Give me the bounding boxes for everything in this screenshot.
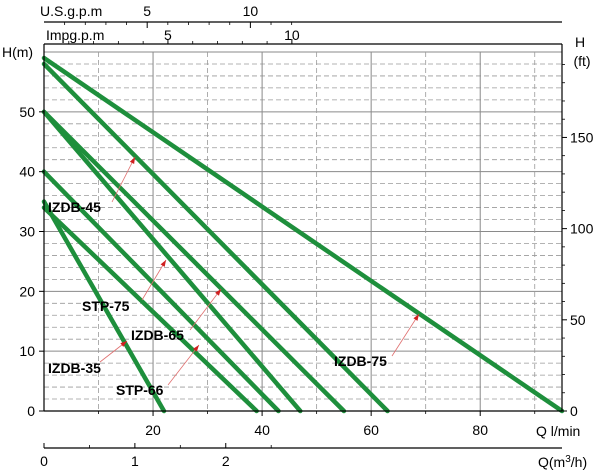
left-axis-title: H(m) (2, 44, 33, 60)
bottom-tick-label-lmin: 20 (145, 422, 161, 438)
left-tick-label: 0 (27, 403, 35, 419)
pump-curve-izdb-65 (41, 109, 303, 414)
right-tick-label: 0 (570, 403, 578, 419)
bottom-tick-label-lmin: 80 (472, 422, 488, 438)
curve-label-stp-75: STP-75 (82, 298, 130, 314)
curve-label-stp-66-arrowhead (193, 345, 199, 352)
usgpm-axis-title: U.S.g.p.m (40, 3, 102, 19)
bottom-axis-title-lmin: Q l/min (536, 423, 580, 439)
curve-label-izdb-65-arrowhead (215, 289, 221, 296)
curve-label-stp-66: STP-66 (116, 382, 164, 398)
right-tick-label: 150 (570, 129, 594, 145)
impgpm-axis-title: Impg.p.m (46, 27, 104, 43)
curve-label-stp-75-arrow-line (141, 259, 167, 301)
curve-label-stp-75-arrowhead (160, 260, 166, 267)
left-tick-label: 50 (19, 104, 35, 120)
left-tick-label: 30 (19, 224, 35, 240)
pump-curve-izdb-35 (41, 199, 167, 414)
pump-curve-series-3 (41, 109, 347, 414)
curves (41, 55, 565, 414)
pump-curve-izdb-45 (41, 169, 281, 414)
m3h-tick-label: 1 (131, 453, 139, 469)
curve-label-izdb-75-arrowhead (413, 314, 419, 321)
curve-label-izdb-65: IZDB-65 (131, 327, 184, 343)
right-axis-title: H (575, 34, 585, 50)
m3h-tick-label: 0 (40, 453, 48, 469)
curve-label-izdb-35-arrowhead (120, 341, 127, 347)
curve-label-izdb-65-arrow-line (189, 288, 222, 331)
curve-label-izdb-75-arrow-line (391, 313, 420, 357)
curve-label-izdb-45-arrowhead (129, 157, 135, 164)
usgpm-tick-label: 10 (243, 3, 259, 19)
right-tick-label: 100 (570, 221, 594, 237)
pump-curve-series-2 (41, 61, 390, 414)
curve-label-stp-66-arrow-line (167, 344, 200, 386)
pump-curve-izdb-75 (41, 55, 565, 414)
curve-label-izdb-45-arrow-line (111, 156, 136, 203)
curve-label-izdb-35: IZDB-35 (48, 360, 101, 376)
bottom-tick-label-lmin: 40 (254, 422, 270, 438)
axes (39, 21, 567, 449)
curve-label-izdb-45: IZDB-45 (48, 199, 101, 215)
impgpm-tick-label: 10 (284, 27, 300, 43)
right-tick-label: 50 (570, 312, 586, 328)
left-tick-label: 10 (19, 343, 35, 359)
impgpm-tick-label: 5 (164, 27, 172, 43)
label-arrows (99, 156, 420, 386)
left-tick-label: 40 (19, 164, 35, 180)
right-axis-title-unit: (ft) (573, 53, 590, 69)
bottom-tick-label-lmin: 60 (363, 422, 379, 438)
curve-label-izdb-75: IZDB-75 (334, 353, 387, 369)
usgpm-tick-label: 5 (143, 3, 151, 19)
m3h-axis-title: Q(m3/h) (538, 454, 587, 470)
pump-curve-stp-75 (41, 205, 259, 414)
left-tick-label: 20 (19, 283, 35, 299)
m3h-tick-label: 2 (222, 453, 230, 469)
